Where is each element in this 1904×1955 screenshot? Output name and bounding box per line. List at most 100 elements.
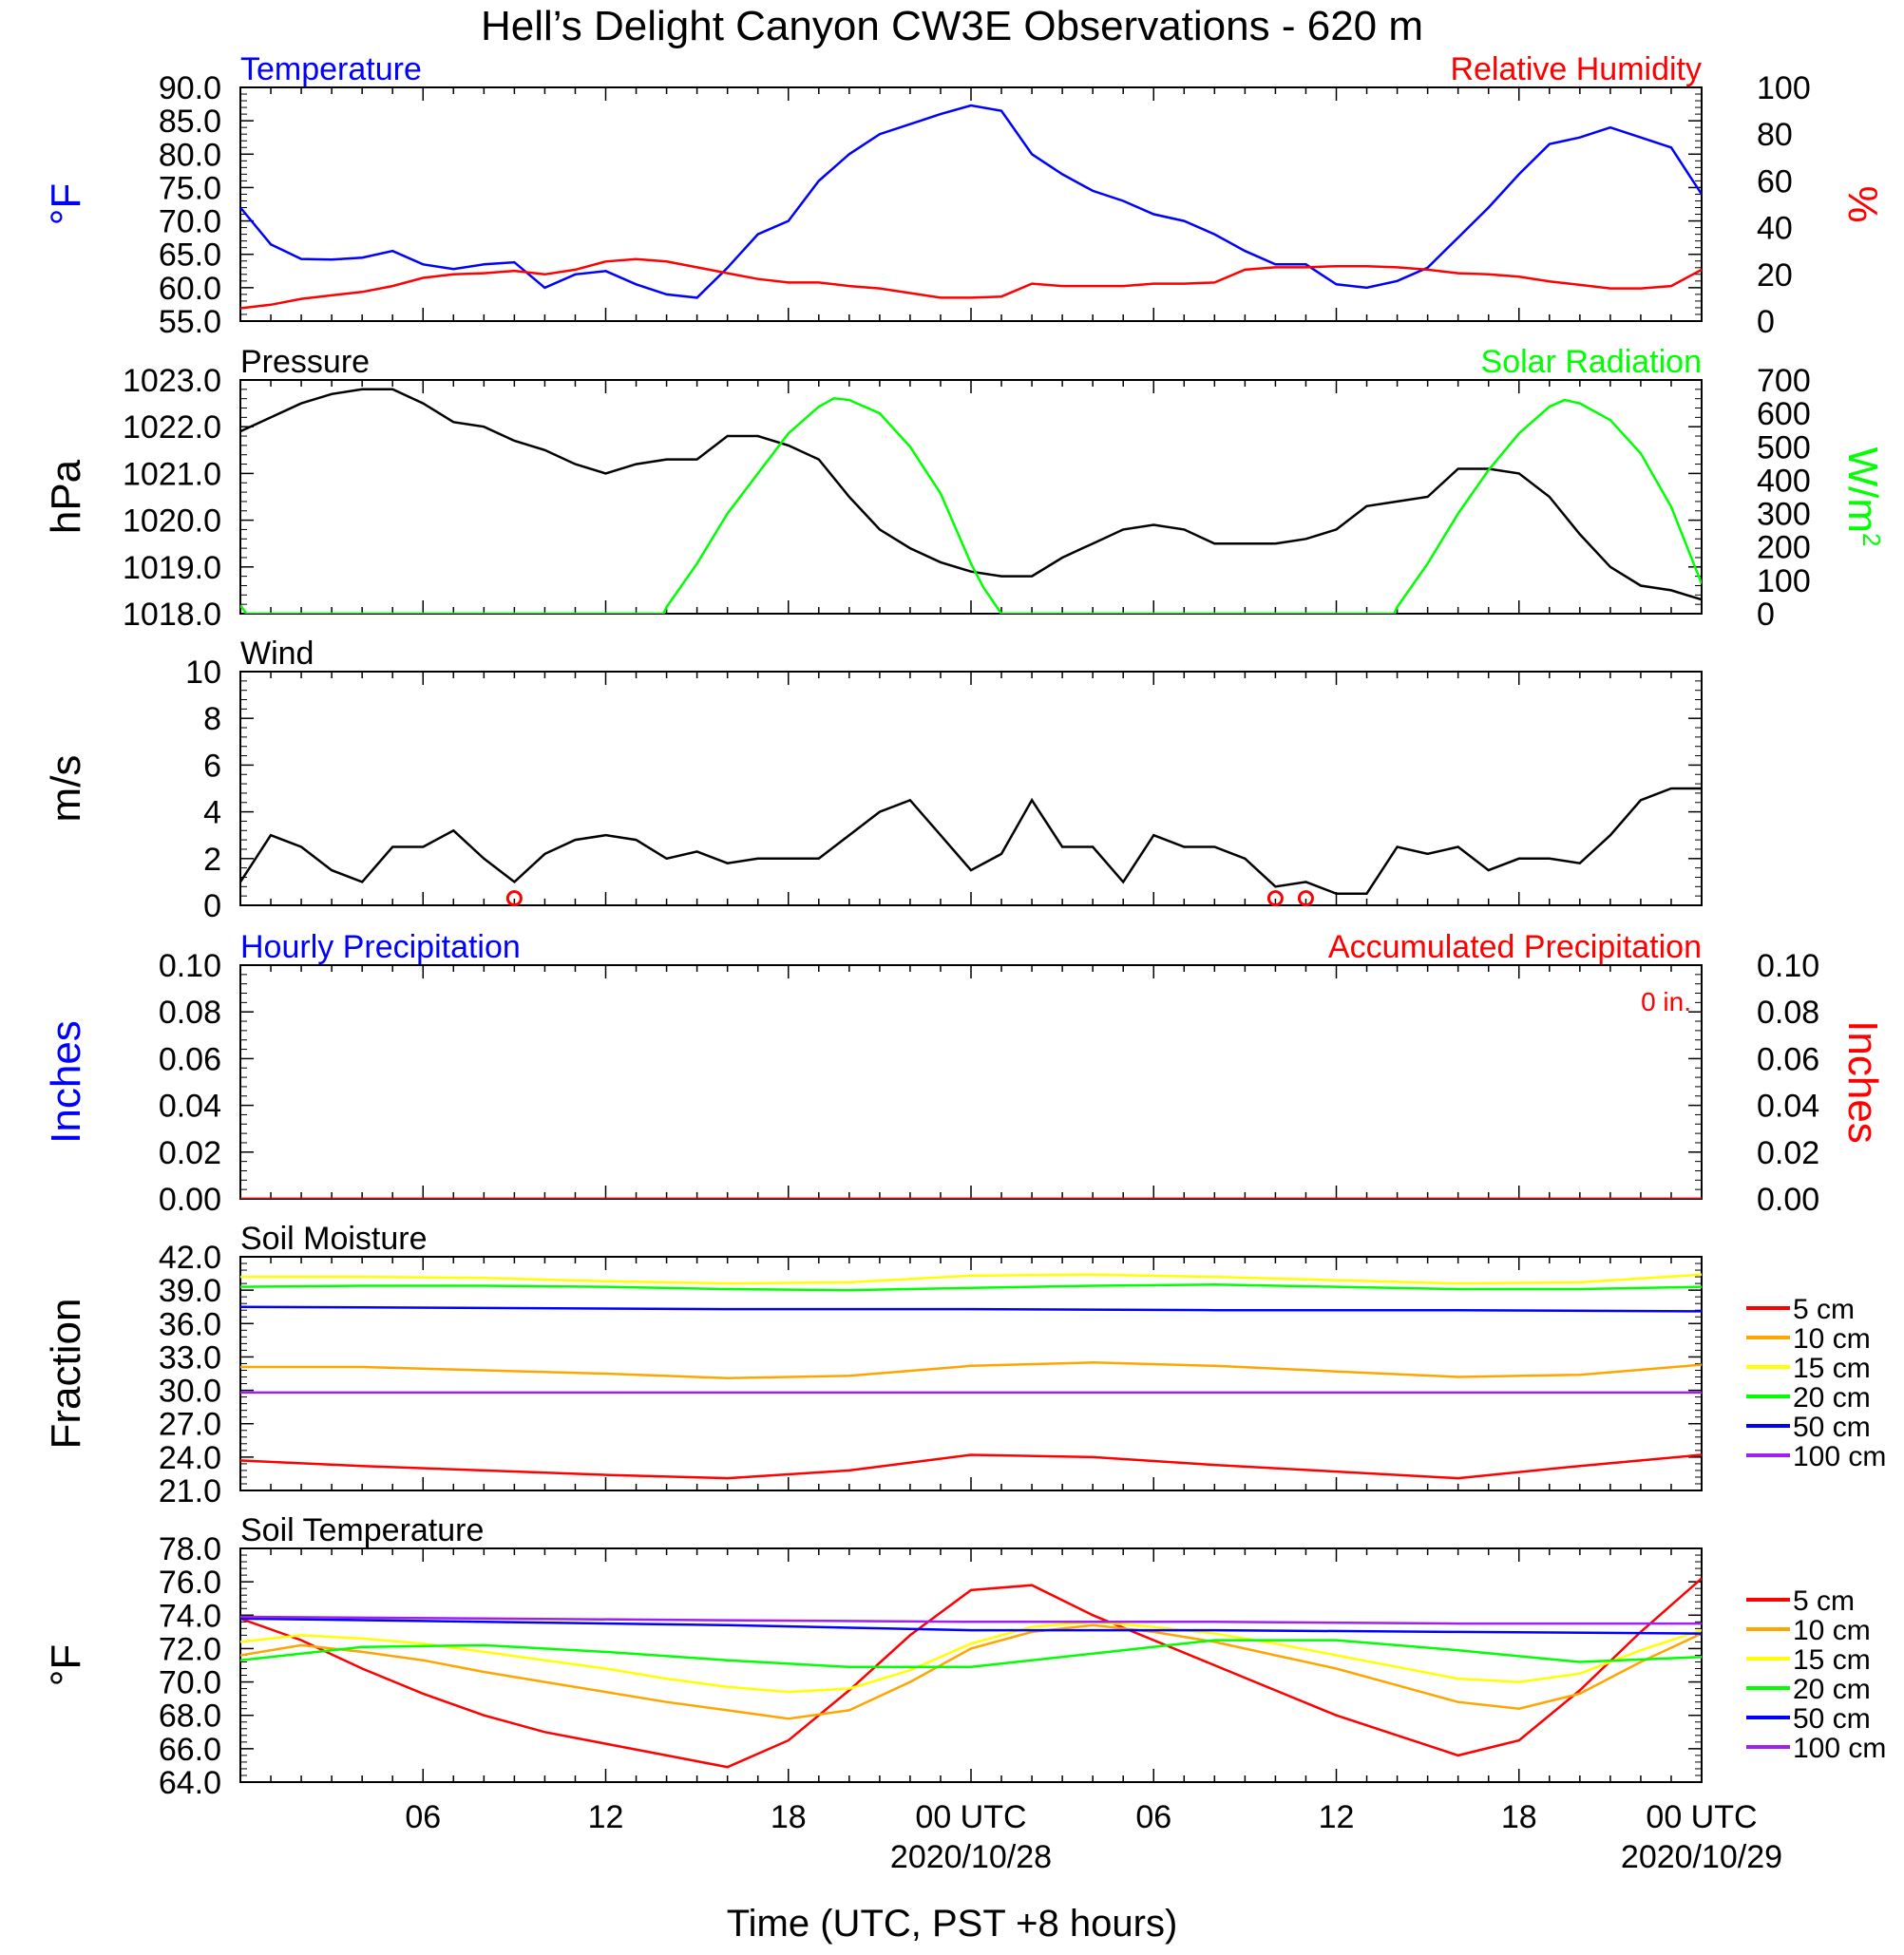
y-tick-label-right: 0.04 — [1757, 1089, 1819, 1125]
legend-label: 20 cm — [1793, 1674, 1871, 1705]
panel-soil_moisture: 42.039.036.033.030.027.024.021.0 Soil Moi… — [43, 1221, 1886, 1509]
panel-precipitation: 0.10 0.08 0.06 0.04 0.02 0.00 0.10 0.08 0.06 0.04… — [43, 929, 1886, 1218]
calm-wind-marker — [1266, 890, 1284, 907]
y-tick-label-left: 76.0 — [159, 1565, 221, 1601]
x-tick-label: 18 — [1501, 1799, 1537, 1835]
y-tick-label-right: 100 — [1757, 70, 1811, 106]
y-tick-label-left: 10 — [185, 655, 221, 691]
y-tick-label-left: 39.0 — [159, 1273, 221, 1309]
precip-total-annotation: 0 in. — [1641, 987, 1691, 1016]
y-tick-label-left: 0.04 — [159, 1089, 221, 1125]
x-tick-label: 00 UTC — [915, 1799, 1026, 1835]
legend-label: 10 cm — [1793, 1323, 1871, 1355]
y-tick-label-right: 300 — [1757, 497, 1811, 533]
panel-title-left: Pressure — [240, 344, 370, 380]
y-tick-label-right: 80 — [1757, 117, 1793, 153]
y-tick-label-left: 1018.0 — [123, 597, 221, 633]
series-line-20-cm — [240, 1639, 1702, 1669]
y-tick-label-left: 0.06 — [159, 1041, 221, 1077]
y-tick-label-left: 90.0 — [159, 70, 221, 106]
y-axis-label-left: Fraction — [43, 1299, 89, 1450]
y-tick-label-right: 0.08 — [1757, 995, 1819, 1031]
panel-title-left: Soil Moisture — [240, 1221, 428, 1257]
panel-wind: 10 8 6 4 2 0 Wind m/s — [43, 636, 1703, 924]
y-tick-label-right: 40 — [1757, 211, 1793, 247]
y-tick-label-right: 0.00 — [1757, 1182, 1819, 1218]
panel-title-right: Relative Humidity — [1450, 51, 1702, 87]
y-tick-label-left: 65.0 — [159, 237, 221, 274]
y-tick-label-left: 80.0 — [159, 137, 221, 173]
y-tick-label-right: 100 — [1757, 563, 1811, 599]
series-line-50-cm — [240, 1617, 1702, 1635]
y-tick-label-right: 0.02 — [1757, 1135, 1819, 1171]
y-tick-label-left: 0 — [203, 888, 221, 924]
y-tick-label-left: 55.0 — [159, 304, 221, 340]
panel-title-left: Soil Temperature — [240, 1512, 484, 1548]
y-tick-label-left: 0.02 — [159, 1135, 221, 1171]
panel-temperature_rh: 90.085.080.075.070.065.060.055.0 100 80 60 4… — [43, 51, 1886, 340]
x-date-label: 2020/10/29 — [1621, 1839, 1782, 1875]
y-axis-label-left: °F — [43, 183, 89, 225]
y-tick-label-left: 64.0 — [159, 1765, 221, 1801]
panels-group: 90.085.080.075.070.065.060.055.010080604… — [43, 51, 1886, 1875]
panel-title-left: Wind — [240, 636, 314, 672]
x-tick-label: 06 — [405, 1799, 441, 1835]
legend-label: 50 cm — [1793, 1412, 1871, 1443]
y-tick-label-right: 20 — [1757, 257, 1793, 294]
series-line-20-cm — [240, 1283, 1702, 1292]
panel-title-right: Solar Radiation — [1481, 344, 1702, 380]
series-line-pressure — [240, 388, 1702, 601]
x-tick-label: 12 — [588, 1799, 624, 1835]
panel-title-right: Accumulated Precipitation — [1328, 929, 1702, 965]
y-axis-label-right: % — [1839, 185, 1886, 222]
y-axis-label-right: Inches — [1839, 1020, 1886, 1144]
x-tick-label: 00 UTC — [1646, 1799, 1757, 1835]
y-tick-label-left: 68.0 — [159, 1699, 221, 1735]
series-line-5-cm — [240, 1577, 1702, 1769]
y-tick-label-left: 70.0 — [159, 204, 221, 240]
y-tick-label-right: 0 — [1757, 304, 1775, 340]
y-tick-label-left: 70.0 — [159, 1665, 221, 1701]
y-tick-label-right: 600 — [1757, 396, 1811, 432]
y-tick-label-left: 1023.0 — [123, 363, 221, 399]
panel-frame — [239, 1547, 1703, 1783]
series-line-relative-humidity — [240, 257, 1702, 310]
y-tick-label-left: 36.0 — [159, 1306, 221, 1342]
chart-title: Hell’s Delight Canyon CW3E Observations … — [481, 3, 1423, 49]
y-axis-label-superscript: 2 — [1857, 533, 1886, 546]
x-tick-label: 18 — [771, 1799, 807, 1835]
y-tick-label-left: 78.0 — [159, 1531, 221, 1567]
series-line-wind-speed — [240, 787, 1702, 895]
series-line-15-cm — [240, 1273, 1702, 1285]
y-tick-label-left: 0.00 — [159, 1182, 221, 1218]
legend-label: 15 cm — [1793, 1353, 1871, 1384]
y-tick-label-left: 1019.0 — [123, 550, 221, 586]
series-line-100-cm — [240, 1615, 1702, 1625]
y-tick-label-left: 75.0 — [159, 170, 221, 206]
y-tick-label-left: 0.10 — [159, 948, 221, 984]
panel-title-left: Hourly Precipitation — [240, 929, 521, 965]
y-tick-label-right: 700 — [1757, 363, 1811, 399]
y-axis-label-right: W/m2 — [1839, 447, 1886, 547]
y-tick-label-left: 85.0 — [159, 104, 221, 140]
y-tick-label-left: 6 — [203, 748, 221, 784]
y-tick-label-left: 4 — [203, 795, 221, 831]
y-tick-label-left: 2 — [203, 842, 221, 878]
y-tick-label-left: 1022.0 — [123, 409, 221, 446]
x-tick-label: 12 — [1319, 1799, 1355, 1835]
series-line-10-cm — [240, 1623, 1702, 1720]
legend-label: 100 cm — [1793, 1733, 1886, 1764]
series-line-solar-radiation — [240, 397, 1702, 614]
x-tick-label: 06 — [1135, 1799, 1171, 1835]
panel-frame — [239, 379, 1703, 615]
y-tick-label-right: 60 — [1757, 163, 1793, 199]
y-axis-label-left: °F — [43, 1644, 89, 1686]
legend-label: 100 cm — [1793, 1441, 1886, 1472]
y-tick-label-left: 1021.0 — [123, 456, 221, 492]
y-tick-label-right: 0 — [1757, 597, 1775, 633]
y-tick-label-left: 72.0 — [159, 1631, 221, 1667]
panel-soil_temperature: 78.076.074.072.070.068.066.064.0 Soil Tem… — [43, 1512, 1886, 1875]
y-tick-label-right: 200 — [1757, 530, 1811, 566]
y-axis-label-left: hPa — [43, 459, 89, 534]
